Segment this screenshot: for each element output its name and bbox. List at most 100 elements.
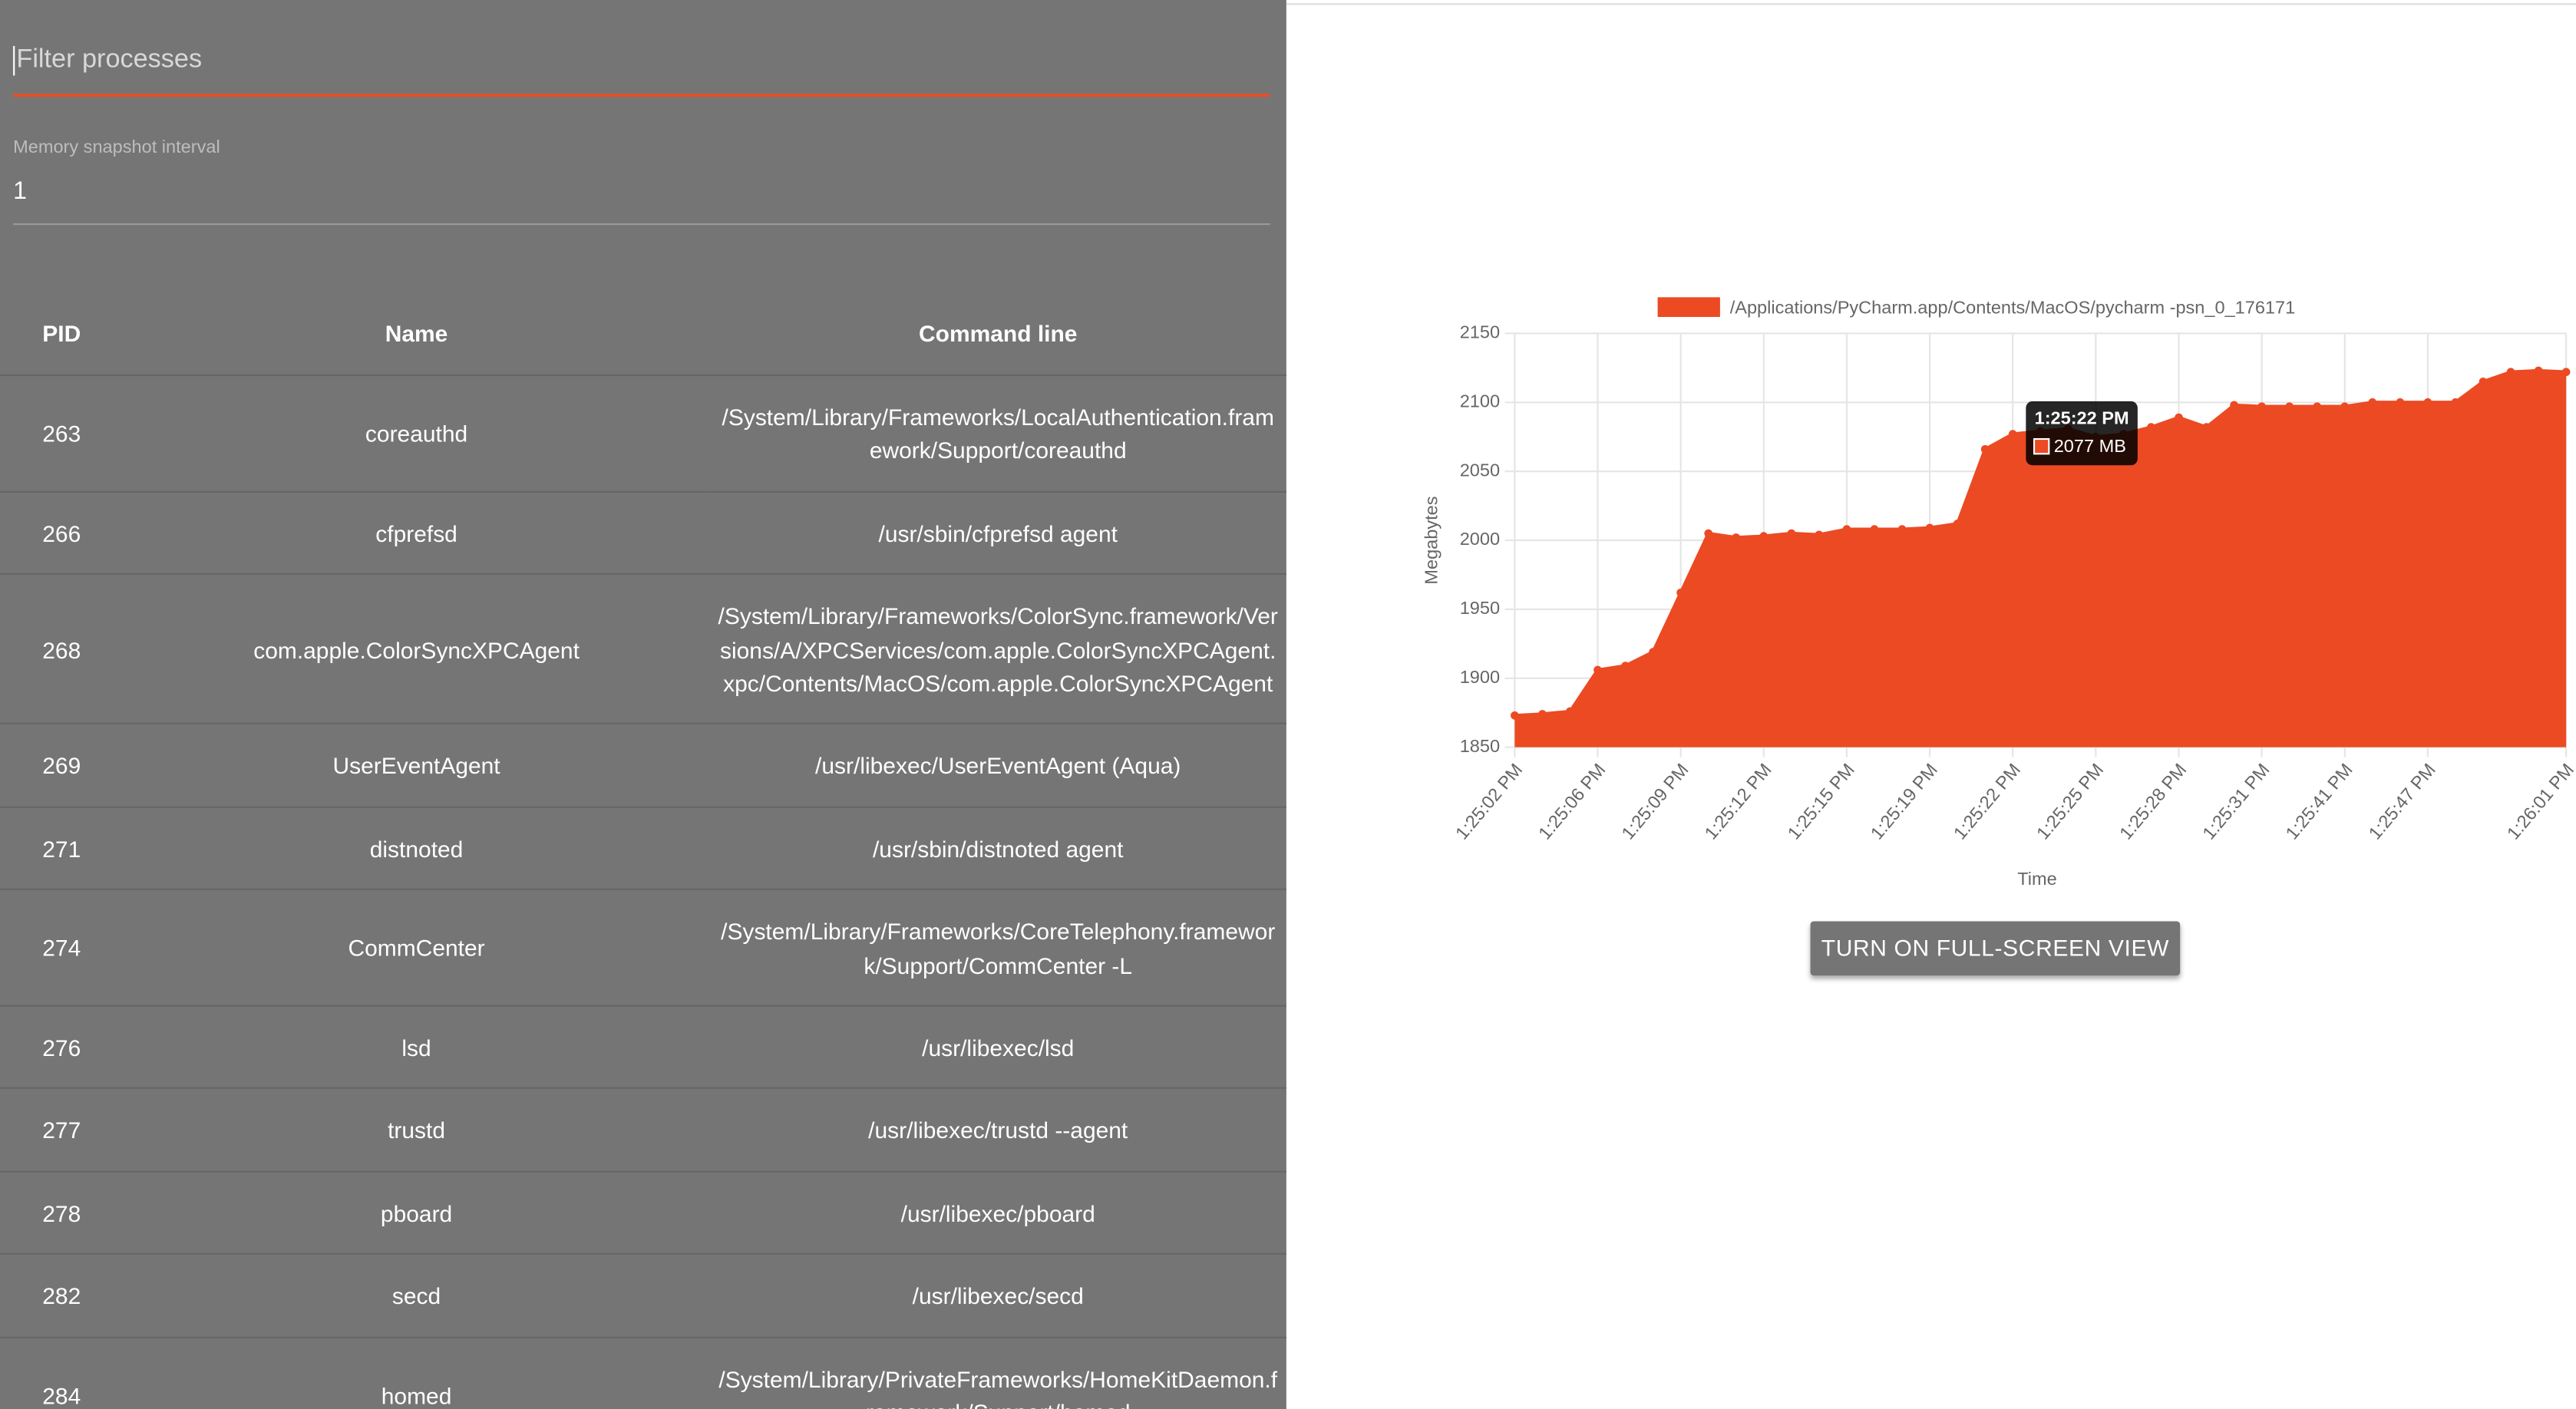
process-row[interactable]: 271 distnoted/usr/sbin/distnoted agent: [0, 807, 1286, 891]
process-row[interactable]: 274 CommCenter/System/Library/Frameworks/…: [0, 889, 1286, 1007]
y-tick-label: 1900: [1460, 667, 1500, 687]
x-tick-label: 1:25:02 PM: [1451, 760, 1526, 843]
input-underline: [13, 223, 1270, 226]
point: [2396, 398, 2405, 407]
point: [2313, 402, 2322, 411]
x-axis-label: Time: [2017, 869, 2056, 889]
process-row[interactable]: 263 coreauthd/System/Library/Frameworks/L…: [0, 375, 1286, 493]
point: [2534, 366, 2543, 375]
x-tick-label: 1:25:12 PM: [1701, 760, 1775, 843]
pid-cell: 284: [0, 1337, 124, 1409]
name-cell: coreauthd: [123, 375, 710, 493]
process-row[interactable]: 278 pboard/usr/libexec/pboard: [0, 1171, 1286, 1256]
point: [1815, 530, 1824, 540]
x-tick-label: 1:25:06 PM: [1534, 760, 1609, 843]
x-tick-label: 1:26:01 PM: [2503, 760, 2576, 843]
pid-cell: 263: [0, 375, 124, 493]
point: [1732, 533, 1741, 542]
tooltip: 1:25:22 PM 2077 MB: [2026, 401, 2138, 466]
y-tick-label: 1850: [1460, 736, 1500, 756]
chart: /Applications/PyCharm.app/Contents/MacOS…: [1422, 297, 2576, 889]
point: [1704, 529, 1713, 538]
name-cell: com.apple.ColorSyncXPCAgent: [123, 574, 710, 725]
filter-input[interactable]: Filter processes: [13, 45, 202, 76]
pid-cell: 274: [0, 889, 124, 1007]
column-header[interactable]: PID: [0, 292, 124, 377]
command-cell: /usr/sbin/cfprefsd agent: [709, 491, 1286, 576]
point: [1897, 525, 1907, 533]
pid-cell: 266: [0, 491, 124, 576]
y-axis-label: Megabytes: [1422, 496, 1442, 584]
x-tick-label: 1:25:41 PM: [2281, 760, 2356, 843]
name-cell: CommCenter: [123, 889, 710, 1007]
x-tick-label: 1:25:28 PM: [2115, 760, 2190, 843]
point: [1842, 525, 1851, 533]
tooltip-swatch: [2033, 437, 2050, 455]
input-underline: [13, 93, 1270, 97]
point: [2008, 430, 2017, 438]
pid-cell: 271: [0, 807, 124, 891]
process-panel: Filter processes Memory snapshot interva…: [0, 0, 1286, 1409]
tooltip-title: 1:25:22 PM: [2035, 408, 2129, 428]
process-row[interactable]: 284 homed/System/Library/PrivateFramework…: [0, 1337, 1286, 1409]
point: [2230, 401, 2238, 410]
command-cell: /usr/libexec/pboard: [709, 1171, 1286, 1256]
pid-cell: 278: [0, 1171, 124, 1256]
command-cell: /System/Library/Frameworks/CoreTelephony…: [709, 889, 1286, 1007]
point: [1870, 525, 1879, 533]
point: [2561, 368, 2571, 377]
column-header[interactable]: Command line: [709, 292, 1286, 377]
x-tick-label: 1:25:47 PM: [2365, 760, 2439, 843]
process-row[interactable]: 269 UserEventAgent/usr/libexec/UserEventA…: [0, 724, 1286, 808]
divider: [1286, 3, 2576, 5]
column-header[interactable]: Name: [123, 292, 710, 377]
process-row[interactable]: 268 com.apple.ColorSyncXPCAgent/System/Li…: [0, 574, 1286, 725]
name-cell: UserEventAgent: [123, 724, 710, 808]
fullscreen-button[interactable]: TURN ON FULL-SCREEN VIEW: [1810, 921, 2181, 976]
pid-cell: 277: [0, 1088, 124, 1173]
y-tick-label: 2100: [1460, 391, 1500, 411]
process-table: PID Name Command line 263 coreauthd/Syste…: [0, 292, 1286, 1409]
process-row[interactable]: 282 secd/usr/libexec/secd: [0, 1254, 1286, 1338]
pid-cell: 268: [0, 574, 124, 725]
name-cell: distnoted: [123, 807, 710, 891]
interval-input[interactable]: 1: [13, 177, 27, 206]
point: [2479, 377, 2488, 386]
x-tick-label: 1:25:19 PM: [1867, 760, 1941, 843]
process-row[interactable]: 276 lsd/usr/libexec/lsd: [0, 1005, 1286, 1090]
point: [2451, 398, 2460, 407]
point: [2506, 368, 2515, 377]
command-cell: /usr/sbin/distnoted agent: [709, 807, 1286, 891]
legend-swatch: [1657, 297, 1720, 318]
command-cell: /System/Library/Frameworks/ColorSync.fra…: [709, 574, 1286, 725]
pid-cell: 276: [0, 1005, 124, 1090]
process-row[interactable]: 277 trustd/usr/libexec/trustd --agent: [0, 1088, 1286, 1173]
y-tick-label: 2150: [1460, 322, 1500, 342]
point: [1676, 588, 1685, 597]
y-tick-label: 1950: [1460, 598, 1500, 618]
area: [1514, 370, 2567, 747]
pid-cell: 269: [0, 724, 124, 808]
pid-cell: 282: [0, 1254, 124, 1338]
name-cell: lsd: [123, 1005, 710, 1090]
y-tick-label: 2000: [1460, 529, 1500, 549]
command-cell: /System/Library/PrivateFrameworks/HomeKi…: [709, 1337, 1286, 1409]
point: [1925, 523, 1934, 533]
x-tick-label: 1:25:22 PM: [1950, 760, 2024, 843]
point: [2147, 423, 2155, 431]
point: [2340, 402, 2350, 411]
name-cell: cfprefsd: [123, 491, 710, 576]
x-tick-label: 1:25:25 PM: [2033, 760, 2107, 843]
point: [1621, 662, 1630, 670]
name-cell: pboard: [123, 1171, 710, 1256]
point: [1649, 648, 1657, 656]
process-row[interactable]: 266 cfprefsd/usr/sbin/cfprefsd agent: [0, 491, 1286, 576]
point: [2368, 398, 2377, 407]
x-tick-label: 1:25:09 PM: [1617, 760, 1692, 843]
name-cell: secd: [123, 1254, 710, 1338]
point: [2423, 398, 2432, 407]
point: [1787, 529, 1796, 538]
tooltip-label: 2077 MB: [2054, 436, 2126, 456]
